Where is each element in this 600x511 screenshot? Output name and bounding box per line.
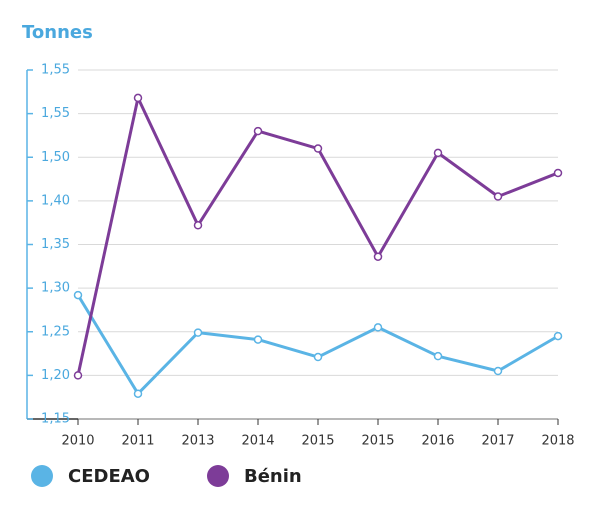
point <box>313 144 323 153</box>
point <box>253 335 263 344</box>
point <box>133 389 143 398</box>
point <box>73 371 83 380</box>
legend-marker <box>207 465 229 487</box>
point <box>493 192 503 201</box>
point <box>193 221 203 230</box>
series-line <box>76 294 559 396</box>
x-tick-label: 2014 <box>241 434 274 449</box>
point <box>493 366 503 376</box>
point <box>433 148 443 158</box>
y-tick-label: 1,30 <box>41 281 70 296</box>
y-tick-label: 1,50 <box>41 150 70 165</box>
x-tick-label: 2015 <box>301 434 334 449</box>
y-tick-label: 1,15 <box>41 412 70 427</box>
y-tick-label: 1,20 <box>41 368 70 383</box>
chart-title: Tonnes <box>22 22 93 43</box>
point <box>73 290 83 300</box>
point <box>373 252 383 261</box>
y-tick-label: 1,55 <box>41 106 70 121</box>
y-tick-label: 1,55 <box>41 63 70 78</box>
x-tick-label: 2016 <box>421 434 454 449</box>
series-line <box>76 96 559 376</box>
x-tick-label: 2015 <box>361 434 394 449</box>
point <box>553 168 563 178</box>
x-tick-label: 2018 <box>541 434 574 449</box>
legend-label: CEDEAO <box>68 466 150 487</box>
point <box>313 352 323 362</box>
y-tick-label: 1,40 <box>41 193 70 208</box>
point <box>373 323 383 332</box>
x-tick-label: 2010 <box>61 434 94 449</box>
point <box>193 328 203 337</box>
point <box>433 351 443 361</box>
y-tick-label: 1,25 <box>41 324 70 339</box>
legend-marker <box>31 465 53 487</box>
x-tick-label: 2017 <box>481 434 514 449</box>
point <box>553 331 563 341</box>
x-tick-label: 2011 <box>121 434 154 449</box>
point <box>253 126 263 136</box>
x-tick-label: 2013 <box>181 434 214 449</box>
point <box>133 93 143 103</box>
legend-label: Bénin <box>244 466 302 487</box>
y-tick-label: 1,35 <box>41 237 70 252</box>
